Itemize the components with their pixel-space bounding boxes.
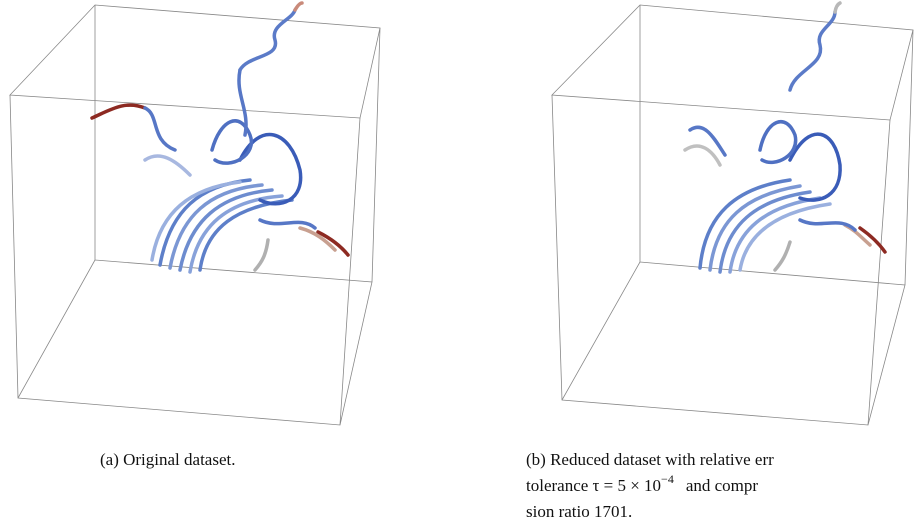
streamlines-a: [92, 3, 348, 272]
caption-b-exponent: −4: [661, 472, 674, 486]
caption-b-text: tolerance τ = 5 × 10: [526, 476, 661, 495]
caption-b-line: sion ratio 1701.: [526, 502, 632, 521]
streamlines-b: [685, 3, 885, 272]
figure: (a) Original dataset. (b) Reduced datase…: [0, 0, 915, 531]
caption-a: (a) Original dataset.: [100, 450, 235, 469]
caption-b-line: (b) Reduced dataset with relative err: [526, 450, 774, 469]
caption-b-line: tolerance τ = 5 × 10−4 and compr: [526, 472, 758, 495]
caption-b-text: and compr: [686, 476, 759, 495]
